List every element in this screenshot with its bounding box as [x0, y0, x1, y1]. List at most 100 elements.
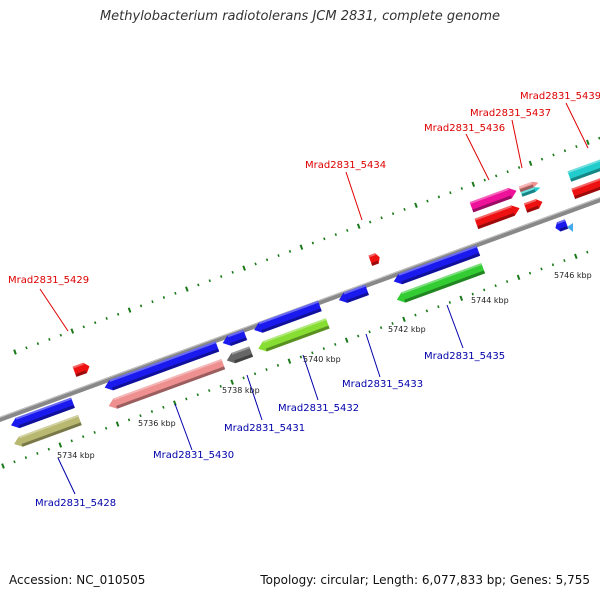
gene-label-5433[interactable]: Mrad2831_5433	[342, 379, 423, 390]
gene-block-5436-magenta[interactable]	[469, 186, 519, 213]
reverse-tick	[219, 384, 222, 388]
forward-tick	[151, 300, 154, 304]
reverse-tick	[471, 292, 474, 296]
reverse-tick	[230, 379, 234, 385]
gene-label-5437[interactable]: Mrad2831_5437	[470, 108, 551, 119]
gene-label-5431[interactable]: Mrad2831_5431	[224, 423, 305, 434]
reverse-tick	[437, 305, 440, 309]
kbp-label-5738: 5738 kbp	[222, 386, 260, 395]
reverse-tick	[150, 410, 154, 413]
gene-block-5429-red[interactable]	[72, 361, 92, 377]
forward-tick	[36, 342, 40, 346]
gene-label-5434[interactable]: Mrad2831_5434	[305, 160, 386, 171]
gene-block-5430-pink[interactable]	[107, 358, 226, 411]
gene-label-5432[interactable]: Mrad2831_5432	[278, 403, 359, 414]
forward-tick	[334, 233, 337, 237]
reverse-tick	[58, 442, 63, 448]
reverse-tick	[344, 337, 349, 343]
forward-tick	[174, 291, 177, 295]
forward-tick	[162, 296, 166, 299]
forward-tick	[575, 145, 578, 149]
forward-tick	[277, 254, 280, 258]
gene-label-5436[interactable]: Mrad2831_5436	[424, 123, 505, 134]
forward-tick	[197, 283, 200, 287]
reverse-tick	[425, 309, 429, 313]
forward-tick	[59, 333, 63, 337]
gene-block-5438-blue[interactable]	[554, 219, 569, 233]
gene-block-5434-red[interactable]	[368, 252, 381, 266]
kbp-label-5744: 5744 kbp	[471, 296, 509, 305]
kbp-label-5740: 5740 kbp	[303, 355, 341, 364]
gene-block-5439-red[interactable]	[571, 175, 600, 200]
reverse-tick	[24, 456, 28, 460]
reverse-tick	[528, 271, 532, 275]
reverse-tick	[265, 368, 268, 372]
reverse-tick	[196, 393, 199, 397]
forward-tick	[540, 157, 544, 161]
gene-block-5430-blue[interactable]	[103, 341, 220, 393]
gene-block-5437-pink[interactable]	[518, 180, 540, 193]
reverse-tick	[82, 435, 85, 439]
gene-block-5435-blue[interactable]	[392, 245, 481, 286]
gene-block-5432-lime[interactable]	[256, 318, 330, 354]
gene-block-5428-khaki[interactable]	[12, 414, 82, 449]
gene-label-5435[interactable]: Mrad2831_5435	[424, 351, 505, 362]
gene-block-5428-blue[interactable]	[9, 397, 75, 430]
gene-block-5436-red[interactable]	[474, 203, 522, 230]
reverse-tick	[208, 389, 211, 392]
gene-label-5439[interactable]: Mrad2831_5439	[520, 91, 600, 102]
leader-line-5433	[365, 333, 381, 378]
forward-tick	[356, 223, 361, 229]
forward-tick	[380, 216, 383, 220]
gene-block-5437-cyan[interactable]	[520, 185, 542, 197]
forward-tick	[299, 244, 304, 250]
forward-tick	[116, 312, 120, 316]
forward-tick	[288, 249, 292, 253]
reverse-tick	[505, 280, 509, 283]
reverse-tick	[551, 263, 555, 267]
forward-gene-track	[72, 156, 600, 377]
forward-tick	[460, 187, 464, 190]
gene-label-5428[interactable]: Mrad2831_5428	[35, 498, 116, 509]
gene-block-5431-blue[interactable]	[221, 329, 248, 349]
kbp-label-5734: 5734 kbp	[57, 451, 95, 460]
forward-tick	[94, 321, 97, 325]
forward-tick	[563, 149, 567, 153]
forward-tick	[368, 220, 372, 224]
forward-tick	[13, 349, 17, 355]
gene-block-5435-green[interactable]	[395, 263, 486, 305]
leader-line-5431	[246, 374, 263, 421]
forward-tick	[517, 166, 521, 169]
forward-tick	[48, 337, 51, 341]
gene-block-5431-gray[interactable]	[225, 346, 254, 365]
forward-tick	[127, 307, 132, 313]
forward-tick	[426, 199, 429, 203]
gene-block-5433-blue[interactable]	[337, 284, 369, 306]
gene-marker-cyan	[567, 223, 573, 232]
forward-tick	[552, 153, 555, 157]
leader-line-5428	[57, 457, 76, 495]
reverse-tick	[139, 414, 142, 418]
reverse-tick	[36, 451, 39, 455]
reverse-tick	[115, 421, 120, 427]
forward-tick	[139, 304, 143, 308]
gene-label-5429[interactable]: Mrad2831_5429	[8, 275, 89, 286]
forward-tick	[528, 160, 533, 167]
reverse-tick-track	[1, 250, 589, 469]
gene-label-5430[interactable]: Mrad2831_5430	[153, 450, 234, 461]
forward-tick-track	[13, 136, 600, 355]
gene-block-5432-blue[interactable]	[252, 300, 322, 335]
reverse-tick	[311, 351, 314, 355]
leader-line-5434	[345, 171, 363, 221]
map-title: Methylobacterium radiotolerans JCM 2831,…	[99, 9, 501, 24]
forward-tick	[495, 174, 498, 178]
reverse-tick	[242, 376, 245, 380]
gene-block-5437-red[interactable]	[523, 197, 544, 213]
forward-tick	[220, 275, 223, 278]
reverse-tick	[1, 463, 5, 469]
reverse-tick	[540, 267, 543, 271]
gene-block-5439-cyan[interactable]	[567, 156, 600, 182]
leader-line-5430	[174, 403, 193, 451]
kbp-label-5736: 5736 kbp	[138, 419, 176, 428]
forward-tick	[391, 212, 395, 216]
